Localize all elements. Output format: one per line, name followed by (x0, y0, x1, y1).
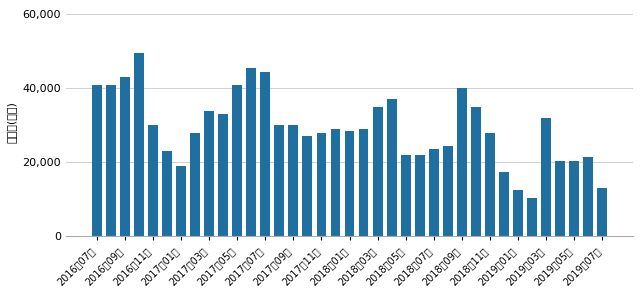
Bar (541, 118, 551, 236)
Bar (106, 85, 116, 236)
Bar (330, 129, 340, 236)
Bar (204, 111, 214, 236)
Bar (218, 114, 228, 236)
Bar (584, 157, 593, 236)
Bar (176, 166, 186, 236)
Bar (401, 155, 411, 236)
Bar (457, 88, 467, 236)
Bar (358, 129, 369, 236)
Bar (148, 125, 158, 236)
Bar (443, 146, 452, 236)
Bar (527, 198, 537, 236)
Bar (415, 155, 425, 236)
Bar (372, 107, 383, 236)
Bar (513, 190, 523, 236)
Bar (275, 125, 284, 236)
Bar (387, 99, 397, 236)
Bar (317, 133, 326, 236)
Bar (246, 68, 256, 236)
Bar (344, 131, 355, 236)
Bar (134, 53, 144, 236)
Bar (232, 85, 242, 236)
Bar (570, 161, 579, 236)
Bar (190, 133, 200, 236)
Bar (598, 188, 607, 236)
Bar (556, 161, 565, 236)
Y-axis label: 거래량(건수): 거래량(건수) (7, 101, 17, 143)
Bar (429, 149, 438, 236)
Bar (499, 172, 509, 236)
Bar (471, 107, 481, 236)
Bar (289, 125, 298, 236)
Bar (485, 133, 495, 236)
Bar (120, 77, 130, 236)
Bar (260, 72, 270, 236)
Bar (92, 85, 102, 236)
Bar (303, 136, 312, 236)
Bar (162, 151, 172, 236)
